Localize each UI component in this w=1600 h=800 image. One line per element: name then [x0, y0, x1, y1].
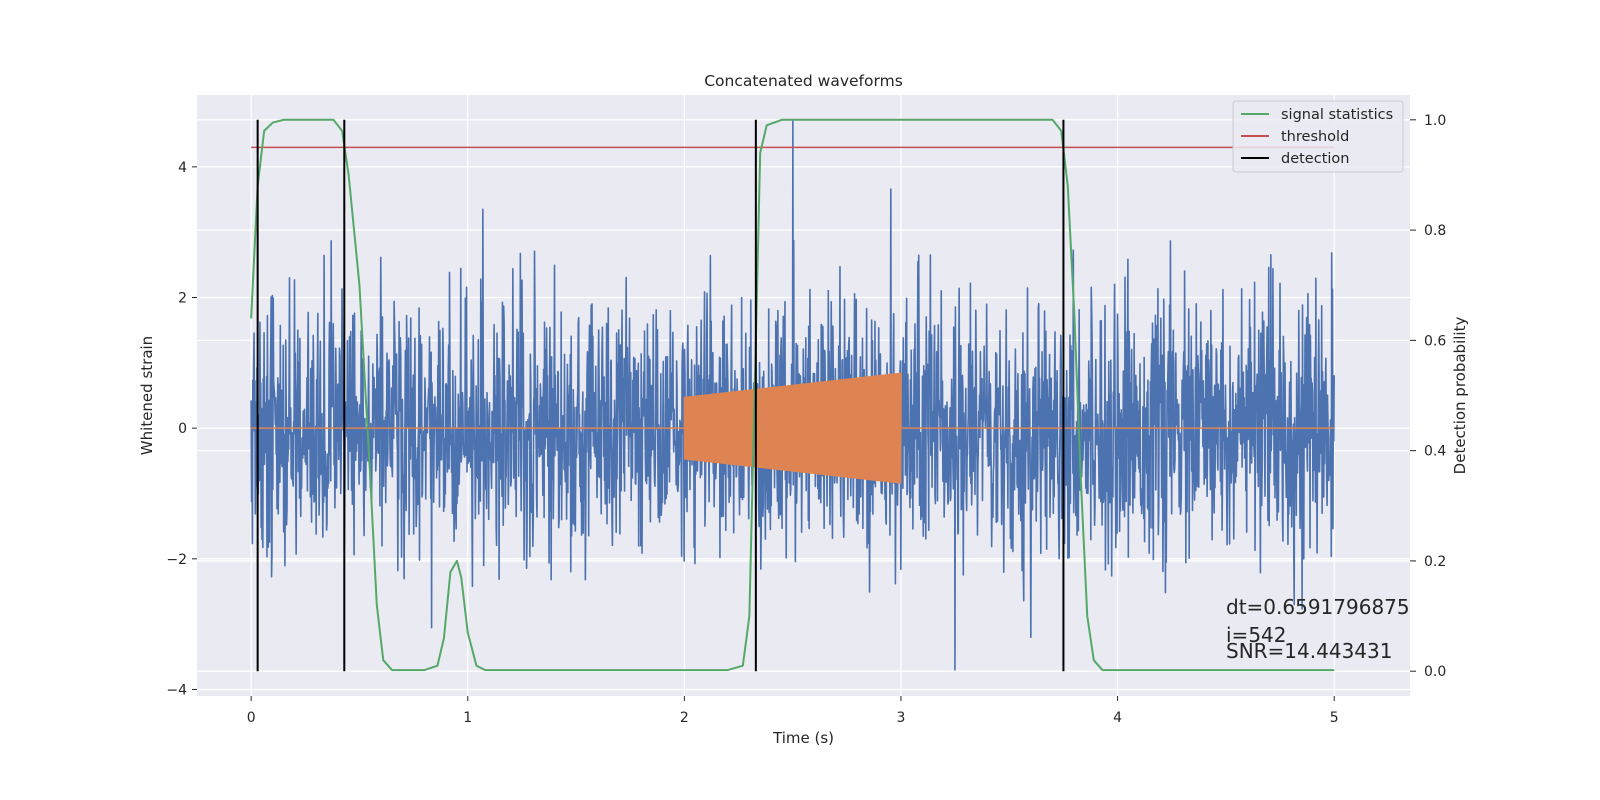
y-tick-label: 2 — [178, 291, 187, 307]
annotation-text: i=542 — [1226, 623, 1287, 647]
x-tick-label: 2 — [680, 710, 689, 726]
y-tick-label: 4 — [178, 160, 187, 176]
y2-tick-label: 0.2 — [1424, 554, 1446, 570]
chart-title: Concatenated waveforms — [704, 72, 903, 90]
annotation-text: SNR=14.443431 — [1226, 639, 1392, 663]
noise-series — [250, 120, 1335, 671]
y-axis-right: 0.0 0.2 0.4 0.6 0.8 1.0 — [1410, 113, 1446, 680]
x-tick-label: 4 — [1113, 710, 1122, 726]
annotation-text: dt=0.6591796875 — [1226, 595, 1410, 619]
legend-label: threshold — [1281, 129, 1349, 145]
legend-label: detection — [1281, 151, 1349, 167]
y-axis-left: −4 −2 0 2 4 — [166, 160, 197, 698]
x-axis-label: Time (s) — [772, 729, 834, 747]
y2-tick-label: 0.0 — [1424, 664, 1446, 680]
y-axis-label: Whitened strain — [138, 336, 156, 455]
y2-tick-label: 0.6 — [1424, 333, 1446, 349]
statistics-series — [250, 118, 1335, 672]
y-axis-right-label: Detection probability — [1451, 317, 1469, 475]
x-tick-label: 3 — [897, 710, 906, 726]
y2-tick-label: 0.4 — [1424, 444, 1446, 460]
legend: signal statistics threshold detection — [1232, 100, 1404, 173]
y2-tick-label: 0.8 — [1424, 223, 1446, 239]
y-tick-label: 0 — [178, 421, 187, 437]
x-tick-label: 0 — [247, 710, 256, 726]
legend-box — [1232, 100, 1404, 173]
chirp-line — [251, 372, 1335, 484]
y-tick-label: −2 — [166, 552, 187, 568]
x-tick-label: 1 — [463, 710, 472, 726]
chirp-series — [251, 372, 1335, 484]
detection-series — [256, 119, 1065, 672]
x-tick-label: 5 — [1330, 710, 1339, 726]
x-axis: 0 1 2 3 4 5 — [247, 696, 1339, 726]
legend-label: signal statistics — [1281, 107, 1393, 123]
y-tick-label: −4 — [166, 682, 187, 698]
noise-line — [250, 120, 1335, 671]
y2-tick-label: 1.0 — [1424, 113, 1446, 129]
statistics-line — [250, 118, 1335, 672]
